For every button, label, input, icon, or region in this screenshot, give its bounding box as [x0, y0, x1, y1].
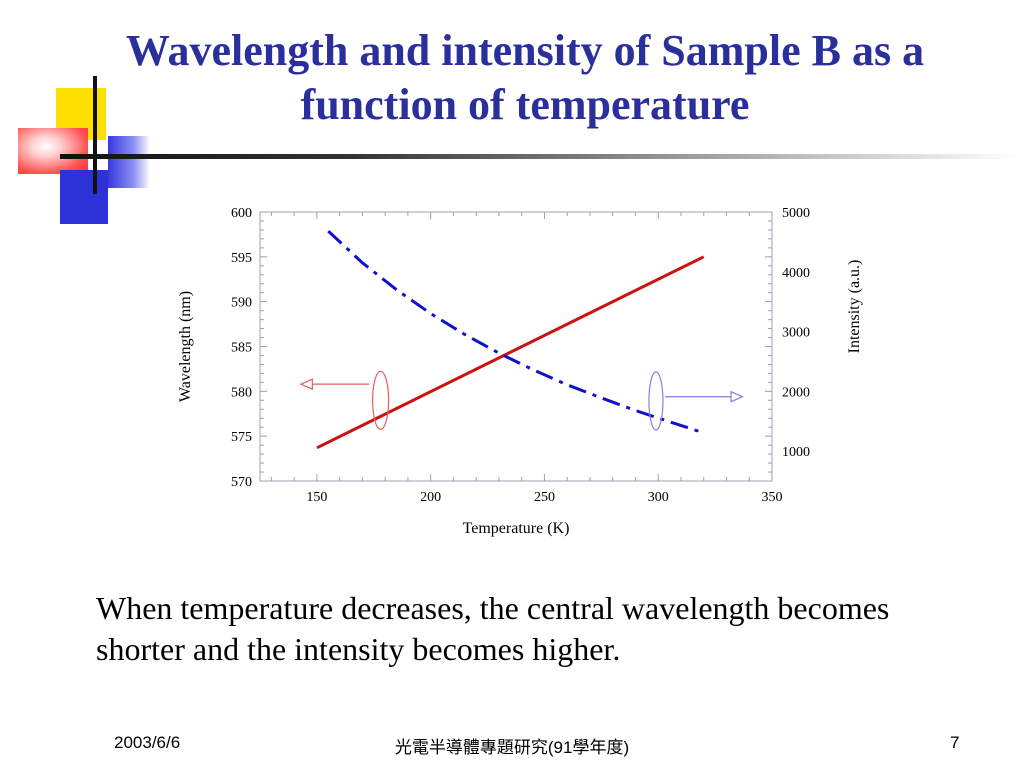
x-tick-label: 250: [534, 490, 555, 505]
footer-course-title: 光電半導體專題研究(91學年度): [394, 738, 630, 757]
y-right-tick-label: 4000: [782, 266, 810, 281]
y-right-tick-label: 2000: [782, 385, 810, 400]
decor-blue-square: [60, 170, 108, 224]
footer-page-number: 7: [950, 733, 960, 752]
y-left-axis-label: Wavelength (nm): [177, 291, 194, 402]
x-axis-label: Temperature (K): [463, 520, 570, 537]
footer-date: 2003/6/6: [114, 733, 181, 752]
slide-body-text: When temperature decreases, the central …: [96, 590, 890, 667]
y-left-tick-label: 575: [231, 430, 252, 445]
intensity-indicator-ellipse: [648, 371, 664, 431]
x-tick-label: 200: [420, 490, 441, 505]
decor-horizontal-rule: [60, 154, 1020, 159]
plot-frame: [259, 211, 773, 482]
series-line-wavelength: [316, 255, 705, 450]
y-right-tick-label: 3000: [782, 326, 810, 341]
decor-vertical-line: [93, 76, 97, 194]
y-right-tick-label: 1000: [782, 445, 810, 460]
y-right-tick-label: 5000: [782, 206, 810, 221]
x-tick-label: 150: [306, 490, 327, 505]
left-arrow-head: [299, 378, 313, 391]
x-tick-label: 300: [648, 490, 669, 505]
x-tick-label: 350: [762, 490, 783, 505]
y-left-tick-label: 580: [231, 385, 252, 400]
slide-title: Wavelength and intensity of Sample B as …: [125, 26, 925, 129]
series-line-intensity: [327, 230, 700, 433]
decor-blue-gradient-square: [108, 136, 150, 188]
right-arrow-head: [730, 390, 744, 403]
y-left-tick-label: 585: [231, 341, 252, 356]
y-left-tick-label: 595: [231, 251, 252, 266]
y-left-tick-label: 570: [231, 475, 252, 490]
y-left-tick-label: 600: [231, 206, 252, 221]
wavelength-indicator-ellipse: [372, 370, 390, 430]
decor-red-square: [18, 128, 88, 174]
y-left-tick-label: 590: [231, 296, 252, 311]
y-right-axis-label: Intensity (a.u.): [846, 260, 863, 354]
